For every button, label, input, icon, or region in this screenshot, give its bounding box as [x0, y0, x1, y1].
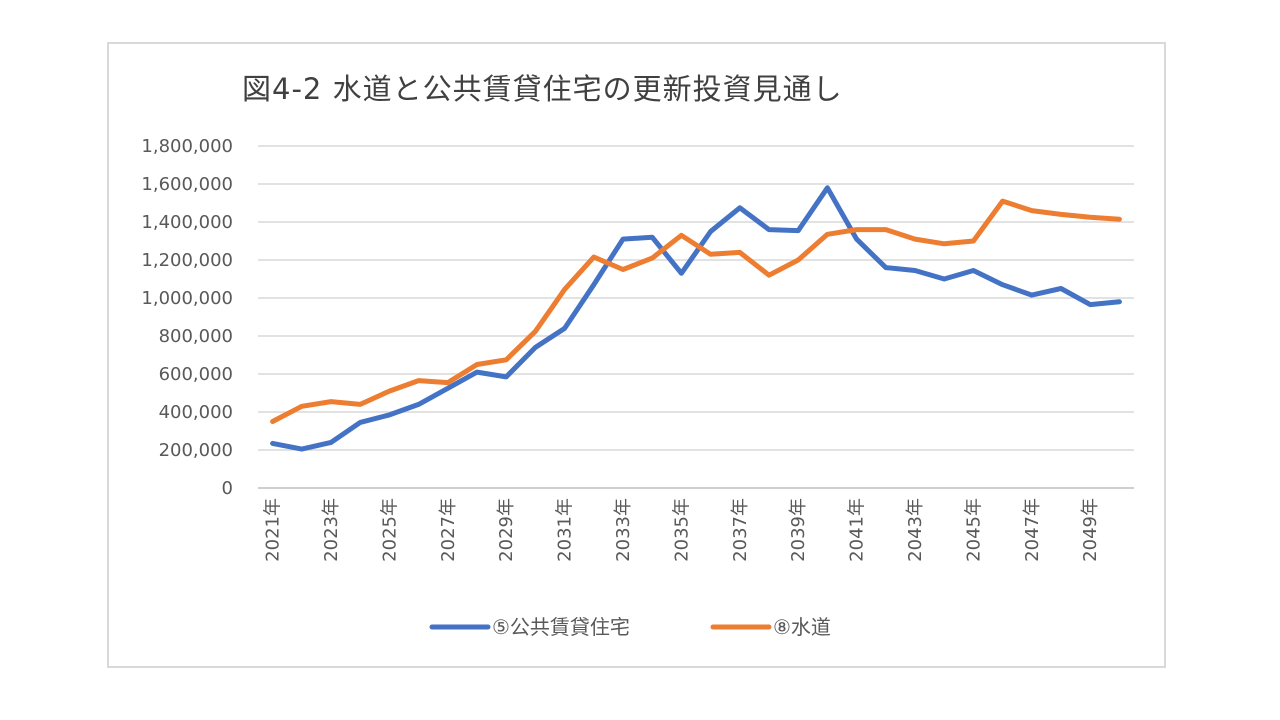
x-tick-label: 2041年 — [847, 498, 868, 562]
x-tick-label: 2035年 — [671, 498, 692, 562]
y-tick-label: 1,600,000 — [141, 174, 233, 195]
legend: ⑤公共賃貸住宅 ⑧水道 — [429, 615, 831, 639]
y-tick-label: 400,000 — [159, 402, 233, 423]
y-tick-label: 600,000 — [159, 364, 233, 385]
x-tick-label: 2025年 — [379, 498, 400, 562]
x-tick-label: 2037年 — [730, 498, 751, 562]
y-axis-ticks: 0 200,000 400,000 600,000 800,000 1,000,000 1,… — [141, 136, 233, 499]
series-line-1 — [270, 198, 1122, 424]
x-tick-label: 2043年 — [905, 498, 926, 562]
y-tick-label: 0 — [222, 478, 233, 499]
legend-label-1: ⑧水道 — [773, 615, 831, 639]
y-tick-label: 1,400,000 — [141, 212, 233, 233]
chart-title: 図4-2 水道と公共賃貸住宅の更新投資見通し — [242, 72, 843, 106]
y-tick-label: 1,800,000 — [141, 136, 233, 157]
x-tick-label: 2027年 — [438, 498, 459, 562]
x-tick-label: 2049年 — [1080, 498, 1101, 562]
x-tick-label: 2029年 — [496, 498, 517, 562]
y-tick-label: 1,200,000 — [141, 250, 233, 271]
y-tick-label: 800,000 — [159, 326, 233, 347]
y-tick-label: 200,000 — [159, 440, 233, 461]
y-tick-label: 1,000,000 — [141, 288, 233, 309]
x-axis-ticks: 2021年 2023年 2025年 2027年 2029年 2031年 2033年 2035年… — [263, 498, 1102, 562]
gridlines — [258, 145, 1134, 489]
legend-label-0: ⑤公共賃貸住宅 — [492, 615, 630, 639]
x-tick-label: 2033年 — [613, 498, 634, 562]
x-tick-label: 2031年 — [555, 498, 576, 562]
x-tick-label: 2039年 — [788, 498, 809, 562]
series-lines — [270, 185, 1122, 452]
x-tick-label: 2021年 — [263, 498, 284, 562]
x-tick-label: 2023年 — [321, 498, 342, 562]
series-line-0 — [270, 185, 1122, 452]
x-tick-label: 2045年 — [963, 498, 984, 562]
x-tick-label: 2047年 — [1022, 498, 1043, 562]
